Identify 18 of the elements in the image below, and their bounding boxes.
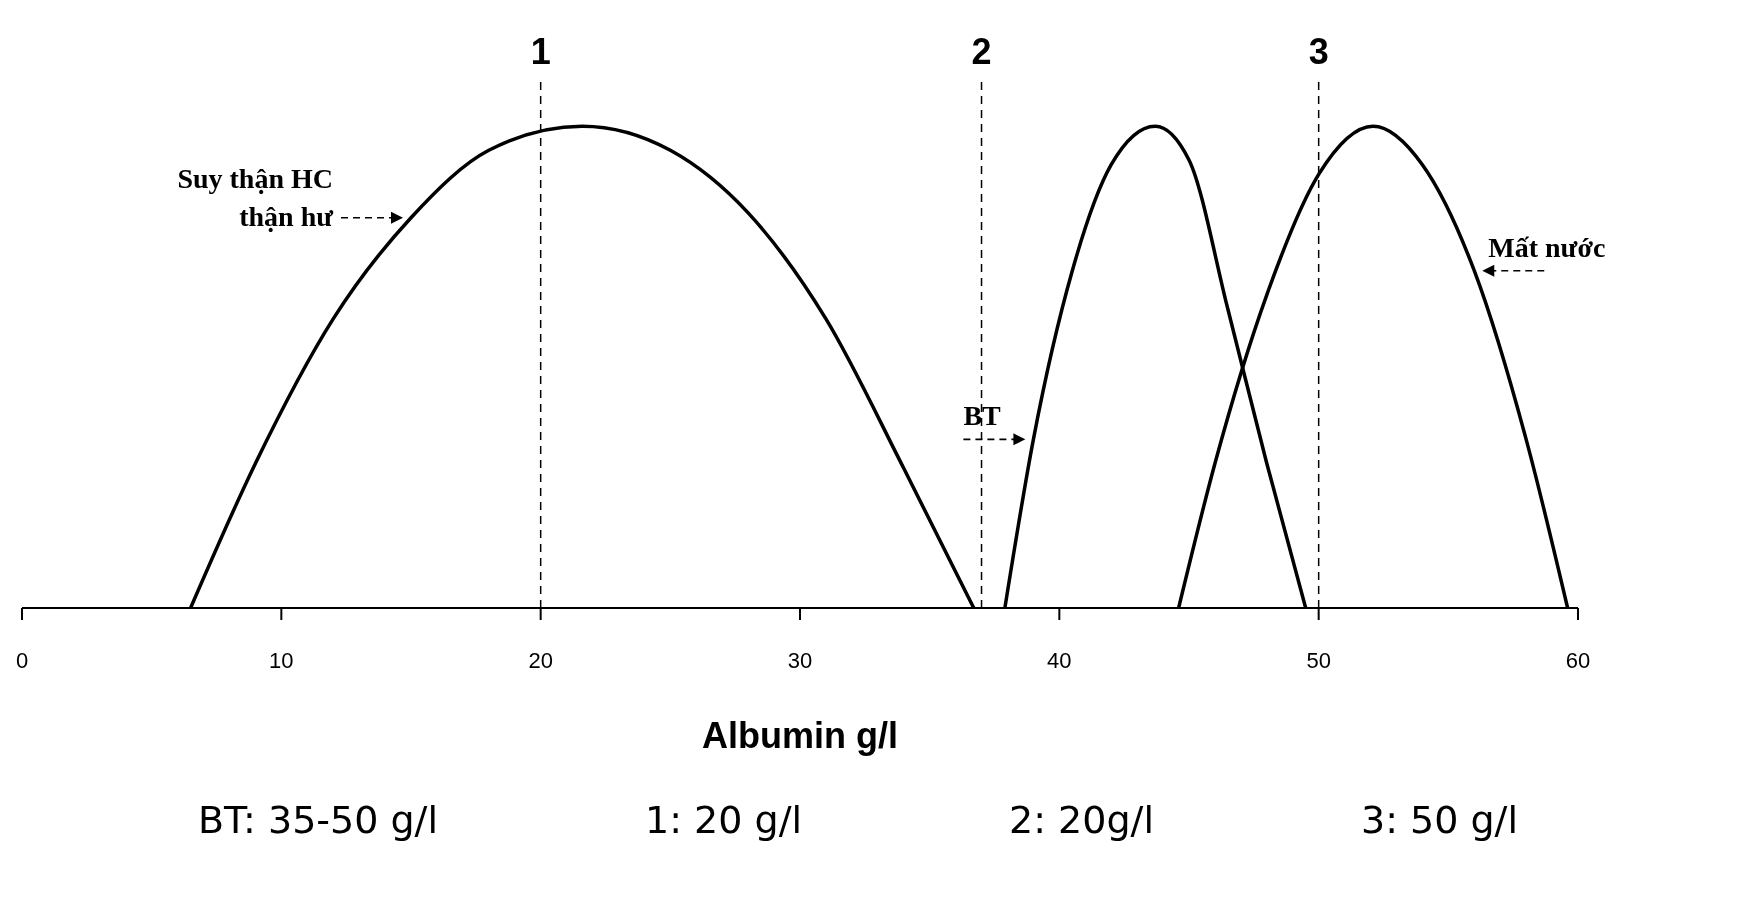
x-tick-label: 30: [787, 647, 813, 673]
text: 2: 20g/l: [1009, 798, 1154, 842]
text: 1: 20 g/l: [645, 798, 802, 842]
x-axis-title: Albumin g/l: [702, 715, 898, 756]
x-tick-label: 10: [269, 647, 294, 673]
text: 3: 50 g/l: [1361, 798, 1518, 842]
series-label: BT: [963, 400, 1002, 432]
x-tick-label: 0: [15, 647, 29, 673]
x-tick-label: 40: [1047, 647, 1072, 673]
text: 1: [530, 31, 551, 72]
x-tick-label: 60: [1565, 647, 1591, 673]
text: 2: [971, 31, 992, 72]
x-tick-label: 50: [1306, 647, 1331, 673]
series-label: Suy thận HC thận hư: [177, 162, 335, 232]
x-tick-label: 20: [528, 647, 553, 673]
text: 3: [1308, 31, 1329, 72]
series-label: Mất nước: [1488, 231, 1606, 263]
text: BT: 35-50 g/l: [198, 798, 438, 842]
